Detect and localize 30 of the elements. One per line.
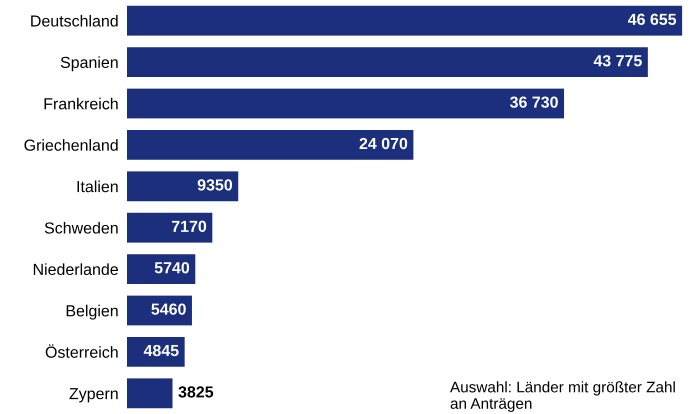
bar bbox=[127, 171, 238, 202]
y-tick-label: Deutschland bbox=[31, 14, 118, 27]
bar bbox=[127, 378, 173, 408]
bar bbox=[127, 212, 212, 243]
data-label: 5460 bbox=[151, 303, 186, 315]
y-tick-label: Zypern bbox=[69, 388, 118, 402]
annotation: Auswahl: Länder mit größter Zahl an Anträgen bbox=[450, 381, 675, 412]
y-tick-label: Niederlande bbox=[34, 263, 118, 276]
data-label: 36 730 bbox=[510, 96, 558, 108]
y-tick-label: Schweden bbox=[44, 222, 118, 234]
bar bbox=[127, 296, 192, 326]
data-label: 4845 bbox=[144, 344, 179, 356]
bar bbox=[127, 130, 414, 160]
bar bbox=[127, 6, 682, 36]
y-tick-label: Belgien bbox=[66, 304, 118, 320]
data-label: 46 655 bbox=[628, 14, 676, 25]
y-tick-label: Spanien bbox=[60, 56, 118, 72]
y-tick-label: Italien bbox=[78, 180, 118, 192]
y-tick-label: Frankreich bbox=[44, 98, 118, 110]
bar bbox=[127, 47, 648, 78]
data-label: 5740 bbox=[154, 262, 190, 274]
data-label: 9350 bbox=[198, 179, 232, 191]
data-label: 43 775 bbox=[594, 55, 642, 66]
data-label: 7170 bbox=[172, 220, 206, 232]
data-label: 3825 bbox=[178, 386, 214, 398]
data-label: 24 070 bbox=[360, 138, 408, 150]
bar bbox=[127, 88, 564, 118]
bar bbox=[127, 254, 196, 284]
y-tick-label: Griechenland bbox=[24, 139, 118, 151]
y-tick-label: Österreich bbox=[46, 344, 118, 358]
